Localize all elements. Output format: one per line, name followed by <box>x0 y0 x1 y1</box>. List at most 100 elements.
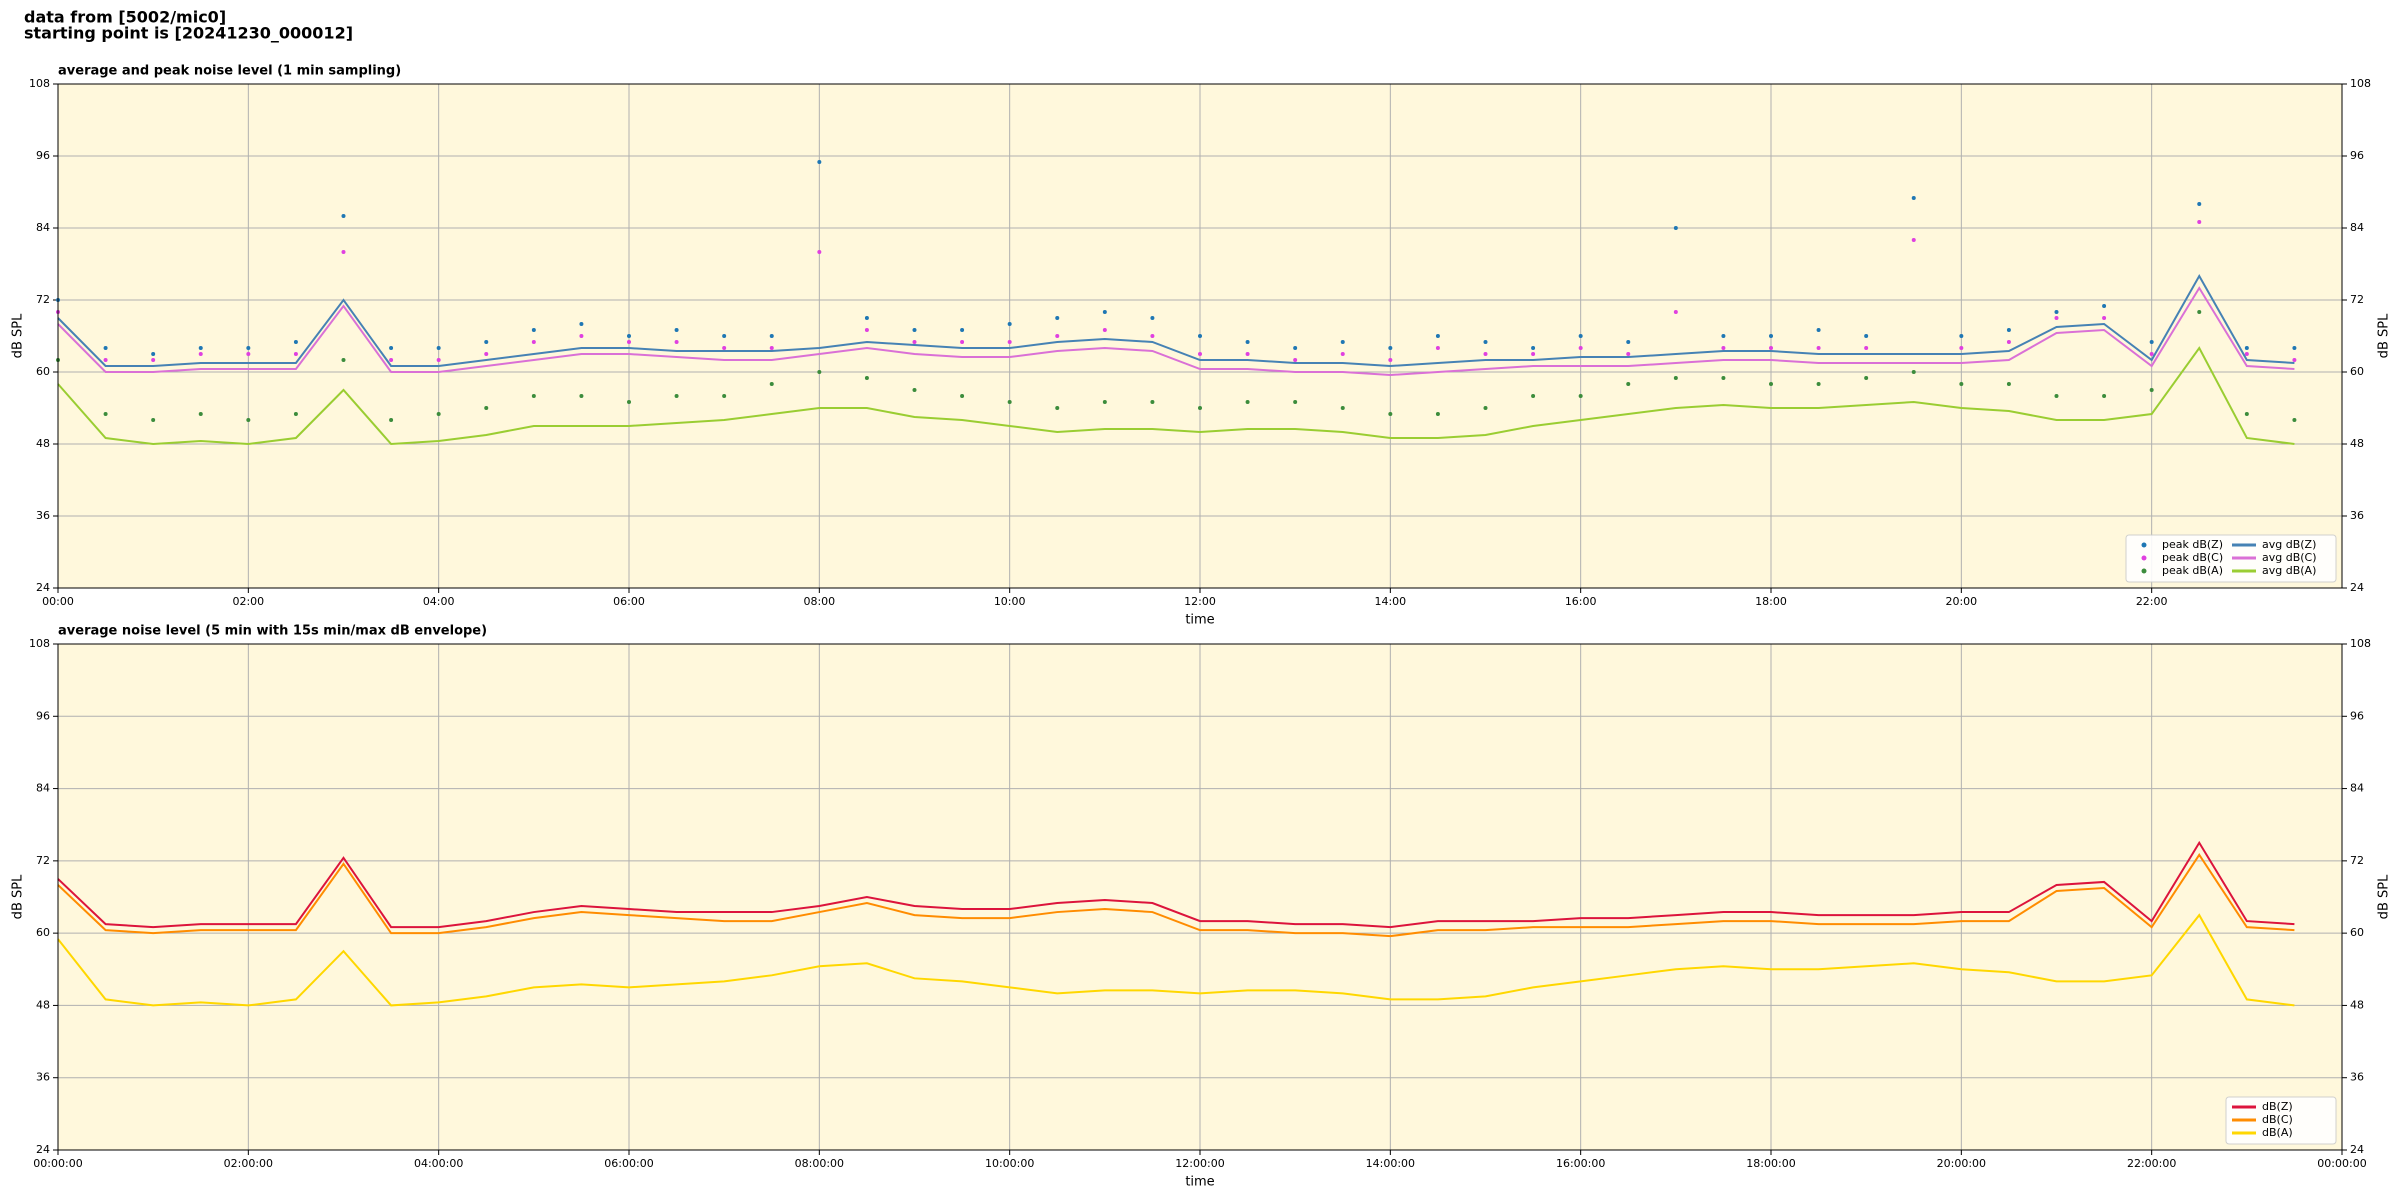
legend-label: peak dB(A) <box>2162 564 2223 577</box>
peak-point <box>1911 196 1916 200</box>
y-tick-label: 96 <box>36 149 50 162</box>
peak-point <box>2292 358 2297 362</box>
peak-point <box>2197 220 2202 224</box>
x-tick-label: 10:00:00 <box>985 1157 1034 1170</box>
peak-point <box>2244 412 2249 416</box>
peak-point <box>1340 340 1345 344</box>
peak-point <box>674 394 679 398</box>
x-tick-label: 00:00:00 <box>33 1157 82 1170</box>
peak-point <box>2149 352 2154 356</box>
peak-point <box>1864 346 1869 350</box>
peak-point <box>960 394 965 398</box>
peak-point <box>1388 346 1393 350</box>
y-tick-label: 24 <box>36 1143 50 1156</box>
x-tick-label: 16:00 <box>1565 595 1597 608</box>
peak-point <box>1673 226 1678 230</box>
peak-point <box>293 340 298 344</box>
x-tick-label: 18:00 <box>1755 595 1787 608</box>
peak-point <box>579 322 584 326</box>
series-line <box>57 913 2295 1007</box>
peak-point <box>2006 328 2011 332</box>
peak-point <box>769 346 774 350</box>
peak-point <box>1435 412 1440 416</box>
y-tick-label: 72 <box>2350 293 2364 306</box>
peak-point <box>769 382 774 386</box>
peak-point <box>341 214 346 218</box>
y-axis-label: dB SPL <box>2377 313 2392 358</box>
x-tick-label: 06:00:00 <box>604 1157 653 1170</box>
peak-point <box>2102 394 2107 398</box>
peak-point <box>1102 310 1107 314</box>
peak-point <box>1198 334 1202 338</box>
y-axis-label: dB SPL <box>2377 874 2392 919</box>
y-tick-label: 60 <box>36 365 50 378</box>
peak-point <box>1721 376 1726 380</box>
series-line <box>57 273 2295 368</box>
x-tick-label: 22:00:00 <box>2127 1157 2176 1170</box>
y-axis-label: dB SPL <box>11 874 26 919</box>
peak-point <box>1769 334 1773 338</box>
peak-point <box>484 340 489 344</box>
x-tick-label: 12:00:00 <box>1175 1157 1224 1170</box>
peak-point <box>1769 346 1773 350</box>
peak-point <box>151 418 156 422</box>
peak-point <box>1626 382 1631 386</box>
peak-point <box>2006 340 2011 344</box>
peak-point <box>1483 352 1488 356</box>
peak-point <box>198 352 203 356</box>
peak-point <box>1816 328 1821 332</box>
peak-point <box>1150 400 1155 404</box>
legend-marker <box>2141 568 2147 574</box>
peak-point <box>436 358 441 362</box>
peak-point <box>722 346 727 350</box>
peak-point <box>769 334 774 338</box>
x-tick-label: 04:00 <box>423 595 455 608</box>
peak-point <box>674 328 679 332</box>
peak-point <box>1435 334 1440 338</box>
peak-point <box>2197 202 2202 206</box>
peak-point <box>1055 406 1060 410</box>
y-tick-label: 108 <box>2350 637 2371 650</box>
panel-title: average and peak noise level (1 min samp… <box>58 64 401 79</box>
peak-point <box>912 340 917 344</box>
peak-point <box>674 340 679 344</box>
peak-point <box>1293 346 1298 350</box>
peak-point <box>1911 238 1916 242</box>
y-tick-label: 48 <box>2350 437 2364 450</box>
y-tick-label: 72 <box>36 293 50 306</box>
peak-point <box>2244 346 2249 350</box>
peak-point <box>817 250 822 254</box>
peak-point <box>1911 370 1916 374</box>
legend-marker <box>2141 542 2147 548</box>
peak-point <box>1055 316 1060 320</box>
x-tick-label: 14:00 <box>1374 595 1406 608</box>
legend-marker <box>2141 555 2147 561</box>
header-line: starting point is [20241230_000012] <box>24 24 353 43</box>
peak-point <box>912 328 917 332</box>
y-tick-label: 24 <box>36 581 50 594</box>
peak-point <box>103 412 108 416</box>
y-tick-label: 72 <box>36 854 50 867</box>
x-tick-label: 12:00 <box>1184 595 1216 608</box>
y-tick-label: 60 <box>36 926 50 939</box>
y-tick-label: 36 <box>36 1071 50 1084</box>
peak-point <box>151 352 156 356</box>
peak-point <box>1959 382 1964 386</box>
y-tick-label: 96 <box>2350 709 2364 722</box>
x-tick-label: 18:00:00 <box>1746 1157 1795 1170</box>
peak-point <box>1864 334 1869 338</box>
peak-point <box>341 358 346 362</box>
peak-point <box>1483 340 1488 344</box>
legend-label: peak dB(Z) <box>2162 538 2223 551</box>
peak-point <box>2102 304 2107 308</box>
peak-point <box>1150 334 1155 338</box>
peak-point <box>579 394 584 398</box>
x-tick-label: 20:00:00 <box>1937 1157 1986 1170</box>
legend-label: dB(Z) <box>2262 1100 2293 1113</box>
series-line <box>57 346 2295 446</box>
peak-point <box>246 418 251 422</box>
peak-point <box>1388 358 1393 362</box>
peak-point <box>484 352 489 356</box>
peak-point <box>817 160 822 164</box>
series-line <box>57 286 2295 377</box>
